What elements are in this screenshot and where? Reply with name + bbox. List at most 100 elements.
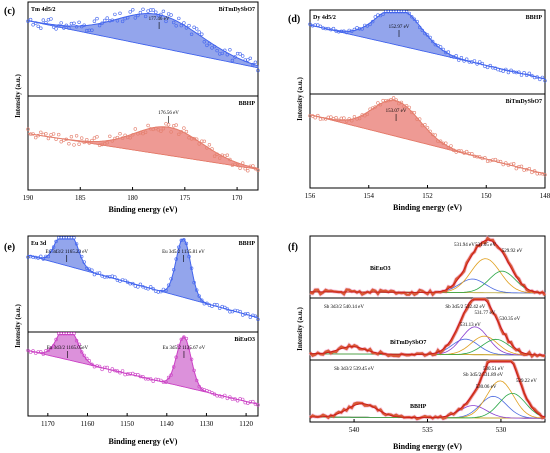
sample-label: BBHP (239, 241, 256, 247)
data-point (192, 368, 196, 373)
x-tick-label: 170 (232, 194, 243, 202)
data-point (82, 23, 86, 27)
data-point (125, 16, 130, 20)
x-tick-label: 1130 (200, 420, 214, 428)
peak-annotation: 177.46 eV (149, 17, 170, 22)
data-point (509, 68, 513, 73)
data-point (169, 13, 173, 17)
data-point (470, 152, 474, 156)
peak-annotation: Eu 3d3/2 1165.05eV (47, 346, 89, 351)
x-tick-label: 185 (75, 194, 86, 202)
data-point (253, 314, 258, 318)
data-point (431, 39, 435, 44)
subpanel-1: BBHP 176.56 eV (26, 101, 260, 173)
data-point (212, 392, 217, 396)
fit-line (309, 99, 546, 175)
data-point (543, 173, 547, 177)
x-tick-label: 150 (481, 192, 492, 200)
peak-annotation: Eu 3d5/2 1135.67 eV (163, 346, 206, 351)
peak-annotation: 153.07 eV (386, 109, 407, 114)
data-point (115, 19, 120, 23)
data-point (530, 73, 534, 78)
data-point (238, 309, 242, 314)
data-point (156, 128, 161, 132)
subpanel-1: BiTmDySbO7 Sb 3d3/2 540.14 eV Sb 3d5/2 532… (308, 297, 546, 360)
data-point (82, 140, 86, 145)
data-point (251, 399, 255, 404)
peak-annotation: 531.13 eV (460, 323, 481, 328)
data-point (378, 13, 383, 18)
data-point (143, 130, 148, 134)
data-point (100, 21, 104, 25)
data-point (131, 8, 135, 12)
data-point (433, 133, 437, 137)
peak-annotation: Sb 3d3/2 540.14 eV (324, 305, 364, 310)
data-point (454, 54, 458, 58)
x-axis-label: Binding energy (eV) (393, 442, 462, 451)
x-axis-label: Binding energy (eV) (393, 203, 462, 212)
data-point (404, 104, 409, 108)
data-point (120, 19, 125, 24)
data-point (331, 117, 336, 121)
chart-panel-1: 156 154 152 150 148 Binding energy (eV) Intens… (288, 9, 550, 212)
x-tick-label: 175 (180, 194, 191, 202)
data-point (256, 403, 260, 407)
data-point (90, 28, 94, 32)
data-point (105, 365, 109, 370)
data-point (182, 238, 186, 242)
sample-label: BBHP (410, 404, 427, 410)
data-point (205, 43, 209, 48)
data-point (182, 126, 186, 130)
data-point (256, 68, 260, 73)
data-point (483, 156, 487, 160)
data-point (159, 129, 163, 133)
data-point (36, 133, 40, 138)
data-point (501, 69, 505, 73)
data-point (192, 25, 196, 29)
data-point (184, 129, 189, 134)
data-point (67, 26, 71, 30)
data-point (256, 317, 260, 322)
data-point (215, 303, 219, 307)
data-point (125, 280, 130, 284)
data-point (493, 157, 498, 162)
data-point (166, 375, 171, 380)
data-point (131, 281, 135, 286)
data-point (90, 268, 94, 272)
data-point (200, 32, 204, 36)
data-point (77, 20, 81, 24)
data-point (391, 96, 396, 100)
subpanel-0: Dy 4d5/2 BBHP 152.97 eV (308, 10, 547, 83)
data-point (79, 24, 84, 29)
data-point (172, 20, 176, 25)
data-point (243, 167, 247, 171)
data-point (174, 24, 178, 28)
data-point (256, 168, 260, 172)
data-point (423, 122, 427, 127)
peak-annotation: 152.97 eV (389, 25, 410, 30)
data-point (39, 254, 43, 258)
data-point (210, 147, 214, 151)
data-point (85, 356, 89, 361)
data-point (465, 57, 469, 61)
data-point (59, 21, 63, 25)
data-point (313, 115, 317, 120)
data-point (504, 161, 508, 165)
data-point (248, 315, 253, 319)
data-point (149, 377, 153, 381)
data-point (441, 47, 445, 52)
data-point (187, 346, 191, 351)
peak-annotation: 531.77 eV (475, 311, 496, 316)
data-point (184, 336, 189, 341)
data-point (207, 143, 212, 147)
data-point (136, 13, 140, 18)
data-point (41, 257, 45, 261)
data-point (415, 19, 419, 24)
data-point (161, 9, 166, 14)
data-point (189, 357, 194, 361)
data-point (166, 123, 171, 127)
data-point (92, 136, 97, 140)
x-axis-label: Binding energy (eV) (109, 437, 178, 446)
element-label: Eu 3d (31, 241, 47, 247)
